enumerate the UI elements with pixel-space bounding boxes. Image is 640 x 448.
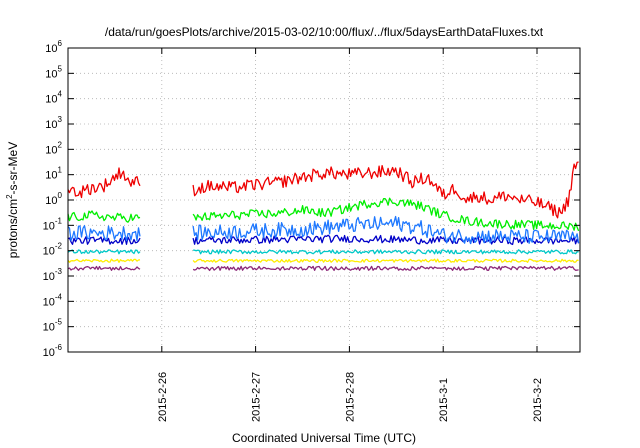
y-axis-label: protons/cm2-s-sr-MeV <box>5 142 20 258</box>
y-tick-label: 101 <box>45 166 62 182</box>
series-line <box>67 249 141 255</box>
x-tick-label: 2015-3-1 <box>438 378 450 422</box>
series-line <box>67 210 141 223</box>
y-tick-label: 103 <box>45 115 62 131</box>
y-tick-label: 10-5 <box>43 318 63 334</box>
series-line <box>67 225 141 242</box>
series-line <box>192 258 579 263</box>
y-tick-label: 10-4 <box>43 292 63 308</box>
y-tick-label: 102 <box>45 140 62 156</box>
y-tick-label: 100 <box>45 191 62 207</box>
y-tick-label: 10-1 <box>43 216 63 232</box>
series-line <box>192 197 580 232</box>
y-axis-ticks: 10-6 10-5 10-4 10-3 10-2 10-1 100 101 102 103 104 1… <box>43 39 580 359</box>
y-tick-label: 10-3 <box>43 267 63 283</box>
x-tick-label: 2015-3-2 <box>532 378 544 422</box>
y-tick-label: 105 <box>45 64 62 80</box>
y-tick-label: 104 <box>45 90 62 106</box>
x-axis-ticks: 2015-2-26 2015-2-27 2015-2-28 2015-3-1 2015-… <box>157 48 544 422</box>
series-line <box>192 161 579 219</box>
series-line <box>193 249 579 255</box>
series-line <box>67 265 141 271</box>
y-tick-label: 10-2 <box>43 242 63 258</box>
series-line <box>192 265 579 272</box>
series-line <box>192 215 580 245</box>
x-axis-label: Coordinated Universal Time (UTC) <box>232 431 416 445</box>
series-line <box>192 234 580 246</box>
x-tick-label: 2015-2-28 <box>344 372 356 422</box>
x-tick-label: 2015-2-26 <box>157 372 169 422</box>
series-line <box>67 258 141 263</box>
chart-title: /data/run/goesPlots/archive/2015-03-02/1… <box>105 25 544 39</box>
data-series <box>67 161 580 272</box>
y-tick-label: 10-6 <box>43 343 63 359</box>
y-tick-label: 106 <box>45 39 62 55</box>
series-line <box>67 167 141 199</box>
x-tick-label: 2015-2-27 <box>251 372 263 422</box>
